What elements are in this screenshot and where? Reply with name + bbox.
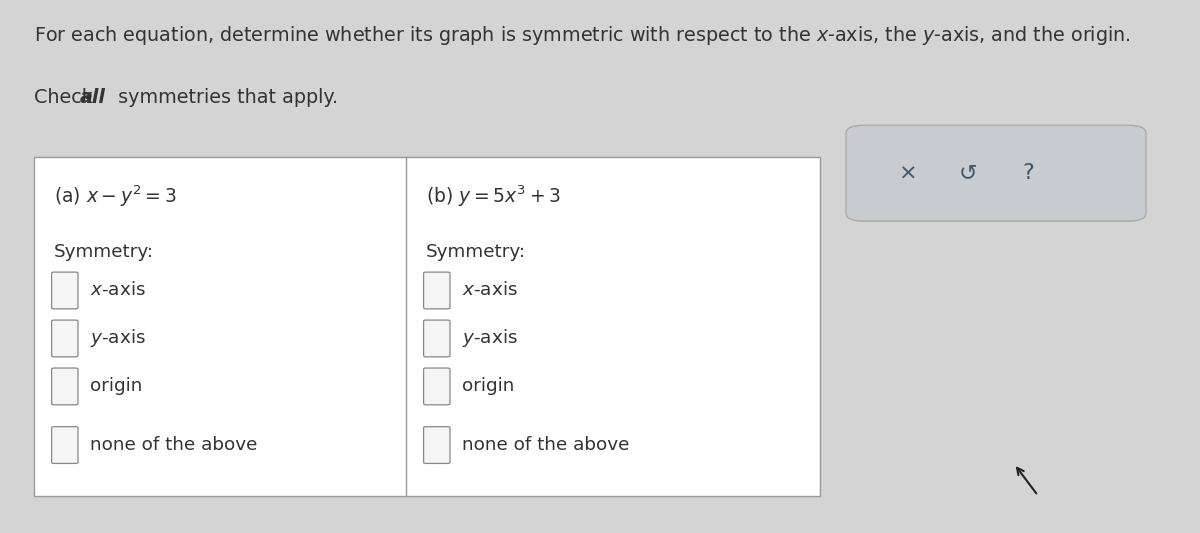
Text: origin: origin	[90, 377, 143, 395]
Text: symmetries that apply.: symmetries that apply.	[112, 88, 337, 107]
Text: origin: origin	[462, 377, 515, 395]
Text: all: all	[79, 88, 106, 107]
Text: ×: ×	[899, 163, 918, 183]
Text: $x$-axis: $x$-axis	[90, 281, 146, 300]
FancyBboxPatch shape	[424, 426, 450, 463]
Text: (a) $x-y^2=3$: (a) $x-y^2=3$	[54, 184, 176, 209]
Text: For each equation, determine whether its graph is symmetric with respect to the : For each equation, determine whether its…	[34, 24, 1130, 47]
FancyBboxPatch shape	[424, 272, 450, 309]
Text: Check: Check	[34, 88, 98, 107]
FancyBboxPatch shape	[846, 125, 1146, 221]
Text: none of the above: none of the above	[90, 436, 257, 454]
FancyBboxPatch shape	[52, 320, 78, 357]
Text: Symmetry:: Symmetry:	[54, 243, 154, 261]
FancyBboxPatch shape	[424, 320, 450, 357]
Text: none of the above: none of the above	[462, 436, 629, 454]
FancyBboxPatch shape	[424, 368, 450, 405]
Text: ?: ?	[1022, 163, 1034, 183]
FancyBboxPatch shape	[52, 272, 78, 309]
FancyBboxPatch shape	[52, 368, 78, 405]
FancyBboxPatch shape	[34, 157, 820, 496]
Text: $x$-axis: $x$-axis	[462, 281, 518, 300]
Text: $y$-axis: $y$-axis	[90, 327, 146, 350]
Text: $y$-axis: $y$-axis	[462, 327, 518, 350]
Text: ↺: ↺	[959, 163, 978, 183]
Text: (b) $y=5x^3+3$: (b) $y=5x^3+3$	[426, 184, 560, 209]
FancyBboxPatch shape	[52, 426, 78, 463]
Text: Symmetry:: Symmetry:	[426, 243, 526, 261]
